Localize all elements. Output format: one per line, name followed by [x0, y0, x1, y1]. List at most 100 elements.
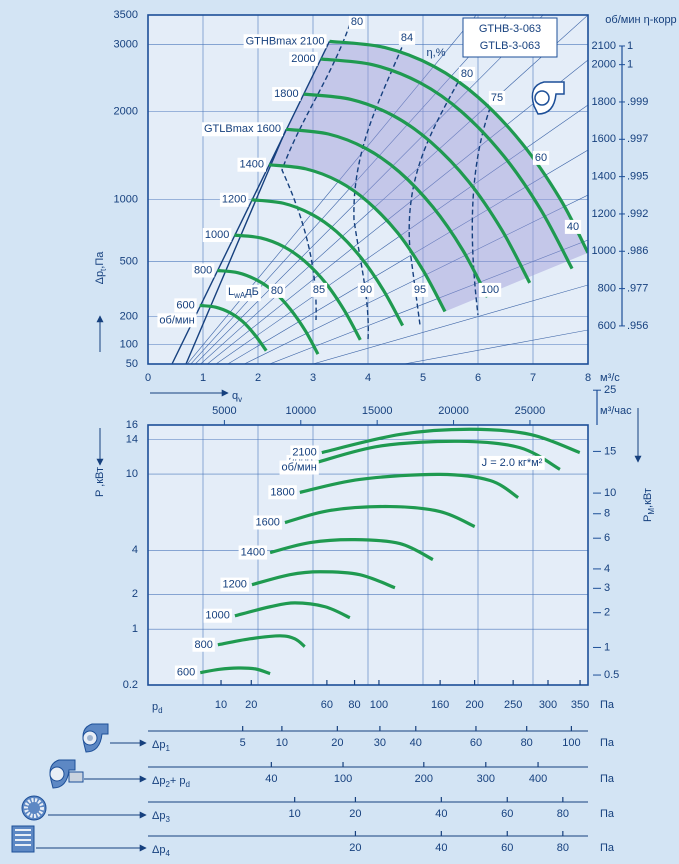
x-tick-label: 8 — [585, 372, 591, 384]
curve — [199, 303, 268, 352]
system-line — [243, 194, 588, 364]
label-background — [532, 150, 550, 165]
correction-factor: .977 — [627, 283, 648, 295]
scale-tick-label: 40 — [435, 842, 447, 854]
x2-unit: м³/час — [600, 405, 632, 417]
label-part: Δp — [152, 810, 165, 822]
scale-tick-label: 20 — [349, 842, 361, 854]
correction-factor: 1 — [627, 59, 633, 71]
y-tick-label: 10 — [126, 468, 138, 480]
max-line — [171, 41, 331, 364]
correction-rpm: 2100 — [592, 40, 616, 52]
fan-inlet — [534, 90, 550, 106]
x-tick-label: 4 — [365, 372, 371, 384]
x2-tick-label: 15000 — [362, 405, 393, 417]
x-tick-label: 7 — [530, 372, 536, 384]
label-part: Δp — [152, 739, 165, 751]
system-line — [402, 329, 588, 364]
correction-rpm: 1000 — [592, 245, 616, 257]
scale-tick-label: 350 — [571, 699, 589, 711]
scale-tick-label: 10 — [289, 808, 301, 820]
y-tick-label: 0.2 — [123, 679, 138, 691]
noise-label: LwAдБ — [228, 286, 259, 300]
scale-tick-label: 80 — [557, 842, 569, 854]
correction-factor: .956 — [627, 320, 648, 332]
label-subscript: 2 — [165, 780, 170, 789]
x-tick-label: 1 — [200, 372, 206, 384]
scale-tick-label: 60 — [501, 842, 513, 854]
scale-tick-label: 60 — [470, 737, 482, 749]
scale-tick-label: 100 — [562, 737, 580, 749]
label-background — [202, 228, 232, 243]
efficiency-curve — [281, 23, 351, 321]
label-part: P — [642, 515, 654, 522]
chart-subtitle: GTLB-3-063 — [480, 40, 541, 52]
scale-tick-label: 250 — [504, 699, 522, 711]
scale-tick-label: 5 — [240, 737, 246, 749]
x-tick-label: 5 — [420, 372, 426, 384]
y-tick-label: 3500 — [114, 9, 138, 21]
curve — [285, 127, 489, 298]
y-axis-label: Δpt,Па — [94, 251, 108, 285]
correction-rpm: 1400 — [592, 171, 616, 183]
label-background — [310, 282, 328, 297]
scale-tick-label: 20 — [349, 808, 361, 820]
system-line — [227, 149, 588, 364]
label-part: Δp — [152, 844, 165, 856]
scale-label: Δp4 — [152, 844, 170, 858]
scale-tick-label: 400 — [529, 773, 547, 785]
y2-tick-label: 8 — [604, 508, 610, 520]
efficiency-label: 60 — [535, 152, 547, 164]
y2-tick-label: 1 — [604, 641, 610, 653]
scale-unit: Па — [600, 842, 615, 854]
curve — [199, 666, 271, 676]
max-line — [185, 129, 287, 364]
label-background — [268, 283, 286, 298]
y-tick-label: 1000 — [114, 193, 138, 205]
legend-box — [462, 17, 558, 58]
label-background — [279, 460, 319, 475]
scale-tick-label: 60 — [321, 699, 333, 711]
scale-tick-label: 200 — [415, 773, 433, 785]
plot-0: 50 100 200 500 1000 2000 3000 3500 0 1 2 3 4 5 6 7 8 Δpt,… — [94, 9, 677, 404]
scale-tick-label: 10 — [215, 699, 227, 711]
label-background — [411, 282, 429, 297]
curve — [321, 427, 581, 455]
scale-tick-label: 100 — [370, 699, 388, 711]
curve-label: 1400 — [241, 547, 265, 559]
label-part: p — [152, 701, 158, 713]
curve-label: GTLBmax 1600 — [204, 123, 281, 135]
curve — [269, 538, 434, 562]
x-axis-label: qv — [232, 390, 242, 404]
icons — [11, 723, 147, 853]
annotation: J = 2.0 кг*м² — [482, 457, 543, 469]
label-subscript: d — [186, 780, 190, 789]
label-background — [289, 51, 318, 66]
y2-tick-label: 25 — [604, 384, 616, 396]
scale-tick-label: 60 — [501, 808, 513, 820]
label-part: q — [232, 390, 238, 402]
label-part: ,кВт — [642, 488, 654, 508]
curve-label: 600 — [176, 299, 194, 311]
noise-value: 80 — [271, 285, 283, 297]
y-tick-label: 14 — [126, 434, 138, 446]
efficiency-title: η,% — [427, 47, 446, 59]
system-line — [206, 59, 588, 364]
label-background — [203, 608, 232, 623]
label-background — [157, 313, 197, 328]
scale-tick-label: 300 — [539, 699, 557, 711]
label-background — [290, 445, 319, 460]
y2-tick-label: 3 — [604, 582, 610, 594]
system-line — [268, 239, 588, 364]
scale-tick-label: 300 — [477, 773, 495, 785]
x2-tick-label: 10000 — [285, 405, 316, 417]
efficiency-label: 84 — [401, 32, 413, 44]
label-subscript: 1 — [165, 744, 170, 753]
label-background — [174, 298, 197, 313]
scale-tick-label: 80 — [557, 808, 569, 820]
efficiency-curve — [471, 99, 494, 316]
label-background — [488, 90, 506, 105]
x-tick-label: 0 — [145, 372, 151, 384]
